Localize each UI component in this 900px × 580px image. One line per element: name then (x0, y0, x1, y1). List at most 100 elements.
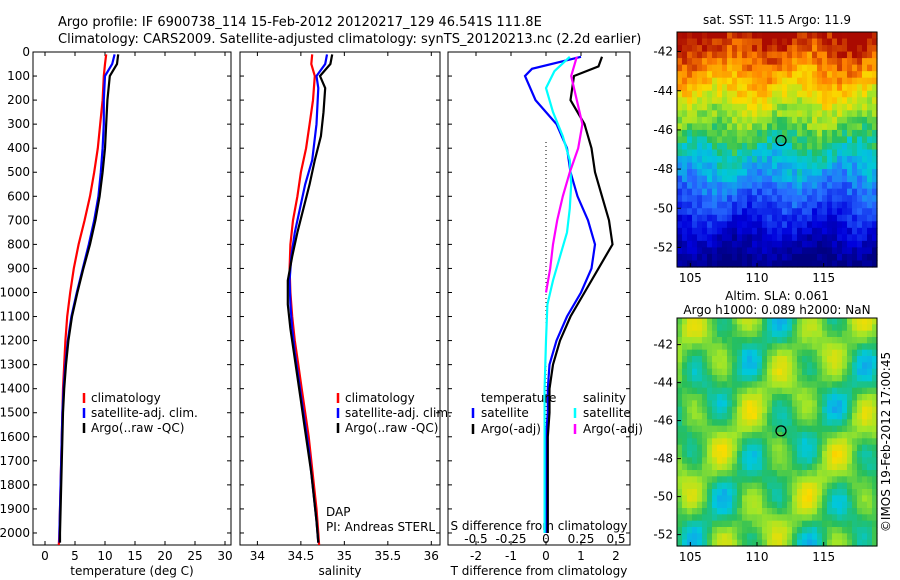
sst-map-cell (867, 175, 873, 183)
sla-map-cell (727, 425, 733, 433)
sst-map-cell (797, 182, 803, 190)
sla-map-cell (842, 457, 848, 465)
sst-map-ytick-label: -44 (653, 84, 673, 98)
sla-map-cell (767, 318, 773, 325)
sla-map-cell (717, 318, 723, 325)
sla-map-cell (812, 438, 818, 446)
sla-map-cell (812, 470, 818, 477)
sla-map-cell (707, 318, 713, 325)
sst-map-cell (717, 182, 723, 190)
sst-map-cell (697, 260, 703, 268)
salinity-xtick-label: 36 (424, 549, 439, 563)
sst-map-cell (817, 129, 823, 138)
sst-map-cell (707, 149, 713, 157)
sla-map-cell (742, 527, 748, 534)
sla-map-cell (682, 349, 688, 357)
sst-map-cell (792, 208, 798, 216)
sla-map-cell (677, 413, 683, 420)
sla-map-cell (717, 501, 723, 509)
sla-map-cell (777, 375, 783, 382)
sla-map-cell (707, 324, 713, 332)
sla-map-cell (692, 533, 698, 541)
sst-map-cell (817, 201, 823, 209)
sst-map-cell (782, 234, 788, 242)
sst-map-cell (727, 32, 733, 40)
sst-map-cell (787, 129, 793, 138)
sst-map-cell (737, 156, 743, 164)
sla-map-cell (767, 425, 773, 433)
sla-map-cell (727, 413, 733, 420)
sst-map-cell (722, 97, 728, 105)
sla-map-cell (802, 387, 808, 395)
sla-map-cell (682, 533, 688, 541)
sla-map-cell (697, 381, 703, 389)
sst-map-cell (707, 240, 713, 249)
sst-map-cell (747, 64, 753, 72)
sla-map-cell (697, 425, 703, 433)
sst-map-cell (832, 253, 838, 262)
sst-map-cell (812, 123, 818, 131)
sst-map-cell (837, 142, 843, 151)
sst-map-cells (677, 32, 878, 268)
sla-map-cell (862, 501, 868, 509)
sla-map-cell (862, 508, 868, 515)
sla-map-cell (857, 330, 863, 338)
sst-map-cell (837, 221, 843, 229)
sla-map-cell (787, 343, 793, 351)
sla-map-cell (867, 356, 873, 363)
sst-map-cell (727, 129, 733, 138)
sst-map-cell (827, 32, 833, 40)
y-tick-label: 800 (7, 237, 30, 251)
sla-map-cell (772, 413, 778, 420)
sla-map-cell (757, 514, 763, 522)
sla-map-cell (712, 425, 718, 433)
sst-map-cell (682, 208, 688, 216)
sla-map-cell (677, 400, 683, 408)
sla-map-cell (812, 413, 818, 420)
sst-map-cell (812, 90, 818, 98)
sla-map-cell (707, 413, 713, 420)
sst-map-cell (792, 123, 798, 131)
sst-map-cell (807, 221, 813, 229)
sla-map-cell (787, 337, 793, 344)
sla-map-cell (797, 476, 803, 484)
sla-map-cell (737, 476, 743, 484)
sst-map-cell (857, 156, 863, 164)
sla-map-cell (847, 451, 853, 458)
sst-map-cell (837, 247, 843, 255)
sst-map-cell (782, 38, 788, 46)
sla-map-cell (767, 476, 773, 484)
sst-map-cell (682, 136, 688, 144)
sst-map-cell (767, 129, 773, 138)
sst-map-cell (792, 90, 798, 98)
sst-map-cell (822, 221, 828, 229)
sst-map-cell (692, 253, 698, 262)
sla-map-cell (747, 419, 753, 427)
sst-map-cell (827, 260, 833, 268)
sst-map-cell (867, 84, 873, 92)
sst-map-cell (867, 260, 873, 268)
sla-map-cell (812, 508, 818, 515)
sla-map-cell (807, 527, 813, 534)
sla-map-cell (677, 324, 683, 332)
sla-map-cell (787, 356, 793, 363)
sla-map-cell (767, 368, 773, 376)
sst-map-cell (842, 175, 848, 183)
sla-map-cell (757, 425, 763, 433)
sst-map-cell (727, 149, 733, 157)
sst-map-cell (747, 51, 753, 59)
sla-map-cell (702, 463, 708, 471)
sla-map-cell (677, 394, 683, 401)
sla-map-cell (742, 425, 748, 433)
sla-map-cell (682, 394, 688, 401)
sst-map-cell (757, 71, 763, 79)
sla-map-cell (717, 387, 723, 395)
sla-map-cell (817, 444, 823, 452)
sst-map-cell (777, 51, 783, 59)
sla-map-cell (782, 520, 788, 528)
sst-map-cell (782, 32, 788, 40)
sst-map-cell (802, 142, 808, 151)
sst-map-cell (712, 64, 718, 72)
sst-map-cell (802, 227, 808, 235)
sst-map-cell (707, 123, 713, 131)
